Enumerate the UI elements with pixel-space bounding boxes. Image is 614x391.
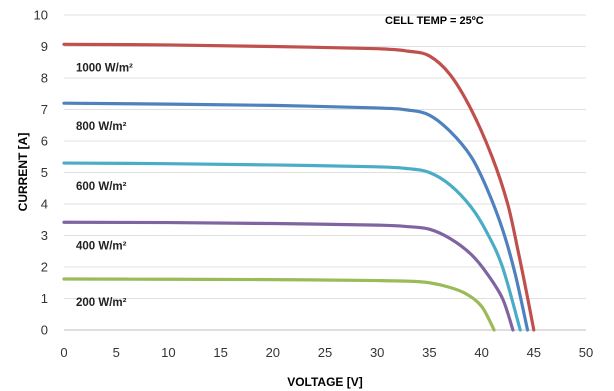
- x-tick-label: 15: [213, 345, 227, 360]
- gridlines: [64, 14, 586, 299]
- y-tick-labels: 0 1 2 3 4 5 6 7 8 9 10: [34, 8, 48, 338]
- y-tick-label: 10: [34, 8, 48, 23]
- y-tick-label: 9: [41, 39, 48, 54]
- y-tick-label: 1: [41, 291, 48, 306]
- x-tick-label: 25: [318, 345, 332, 360]
- series-label: 400 W/m²: [76, 240, 127, 252]
- y-axis-title: CURRENT [A]: [16, 133, 30, 212]
- series-line: [62, 101, 530, 332]
- x-axis-title: VOLTAGE [V]: [287, 375, 363, 389]
- x-tick-label: 5: [113, 345, 120, 360]
- y-tick-label: 3: [41, 228, 48, 243]
- x-tick-label: 10: [161, 345, 175, 360]
- x-tick-labels: 0 5 10 15 20 25 30 35 40 45 50: [60, 345, 593, 360]
- series-line: [62, 42, 536, 332]
- series-curves: [62, 42, 536, 332]
- x-tick-label: 50: [579, 345, 593, 360]
- series-label: 800 W/m²: [76, 121, 127, 133]
- x-tick-label: 0: [60, 345, 67, 360]
- x-tick-label: 40: [474, 345, 488, 360]
- series-label: 600 W/m²: [76, 181, 127, 193]
- y-tick-label: 5: [41, 165, 48, 180]
- y-tick-label: 2: [41, 260, 48, 275]
- series-line: [62, 220, 515, 332]
- x-tick-label: 35: [422, 345, 436, 360]
- y-tick-label: 8: [41, 71, 48, 86]
- series-label: 1000 W/m²: [76, 62, 133, 74]
- y-tick-label: 7: [41, 102, 48, 117]
- series-line: [62, 277, 496, 332]
- y-tick-label: 4: [41, 197, 48, 212]
- cell-temp-annotation: CELL TEMP = 25ºC: [385, 15, 484, 27]
- y-tick-label: 0: [41, 323, 48, 338]
- series-label: 200 W/m²: [76, 297, 127, 309]
- x-tick-label: 30: [370, 345, 384, 360]
- series-line: [62, 161, 522, 332]
- x-tick-label: 20: [266, 345, 280, 360]
- y-tick-label: 6: [41, 134, 48, 149]
- x-tick-label: 45: [527, 345, 541, 360]
- series-labels: 1000 W/m² 800 W/m² 600 W/m² 400 W/m² 200 W/m…: [76, 62, 133, 309]
